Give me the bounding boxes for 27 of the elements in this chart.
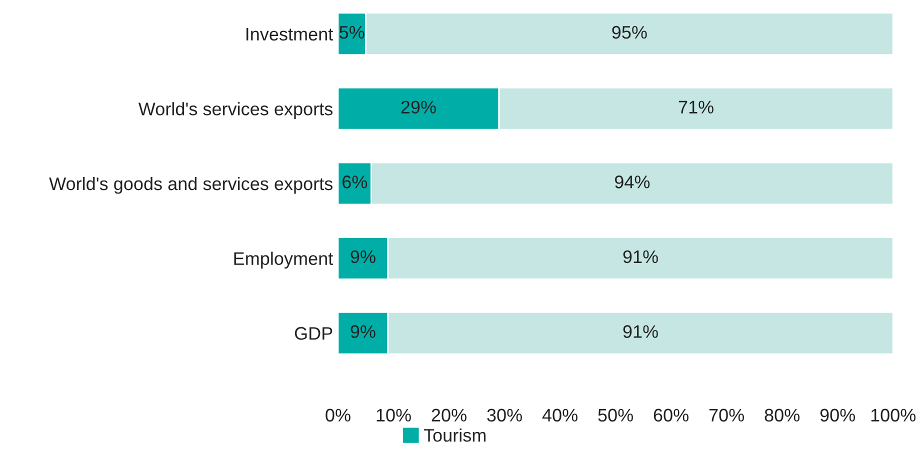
legend-label: Tourism	[424, 428, 486, 442]
data-label: 9%	[350, 250, 376, 264]
x-tick-label: 20%	[432, 408, 466, 422]
y-tick-label: GDP	[294, 327, 332, 340]
data-label: 91%	[623, 250, 658, 264]
data-label: 94%	[614, 176, 650, 188]
x-tick-label: 50%	[598, 408, 633, 422]
data-label: 95%	[612, 26, 647, 39]
y-tick-label: Employment	[234, 252, 334, 269]
x-tick-label: 0%	[326, 408, 350, 422]
y-tick-label: World's services exports	[138, 102, 332, 119]
x-tick-label: 30%	[487, 408, 522, 422]
data-label: 9%	[350, 325, 376, 338]
data-label: 6%	[342, 176, 368, 188]
y-tick-label: Investment	[246, 28, 334, 41]
x-tick-label: 60%	[654, 408, 688, 422]
x-tick-label: 100%	[871, 408, 916, 422]
data-label: 71%	[678, 100, 714, 114]
x-tick-label: 90%	[820, 408, 856, 422]
x-tick-label: 10%	[376, 408, 411, 422]
data-label: 29%	[401, 100, 436, 114]
x-tick-label: 40%	[542, 408, 578, 422]
y-tick-label: World's goods and services exports	[49, 176, 333, 194]
x-tick-label: 70%	[709, 408, 744, 422]
x-tick-label: 80%	[764, 408, 800, 422]
data-label: 91%	[623, 325, 658, 338]
data-label: 5%	[340, 26, 364, 39]
